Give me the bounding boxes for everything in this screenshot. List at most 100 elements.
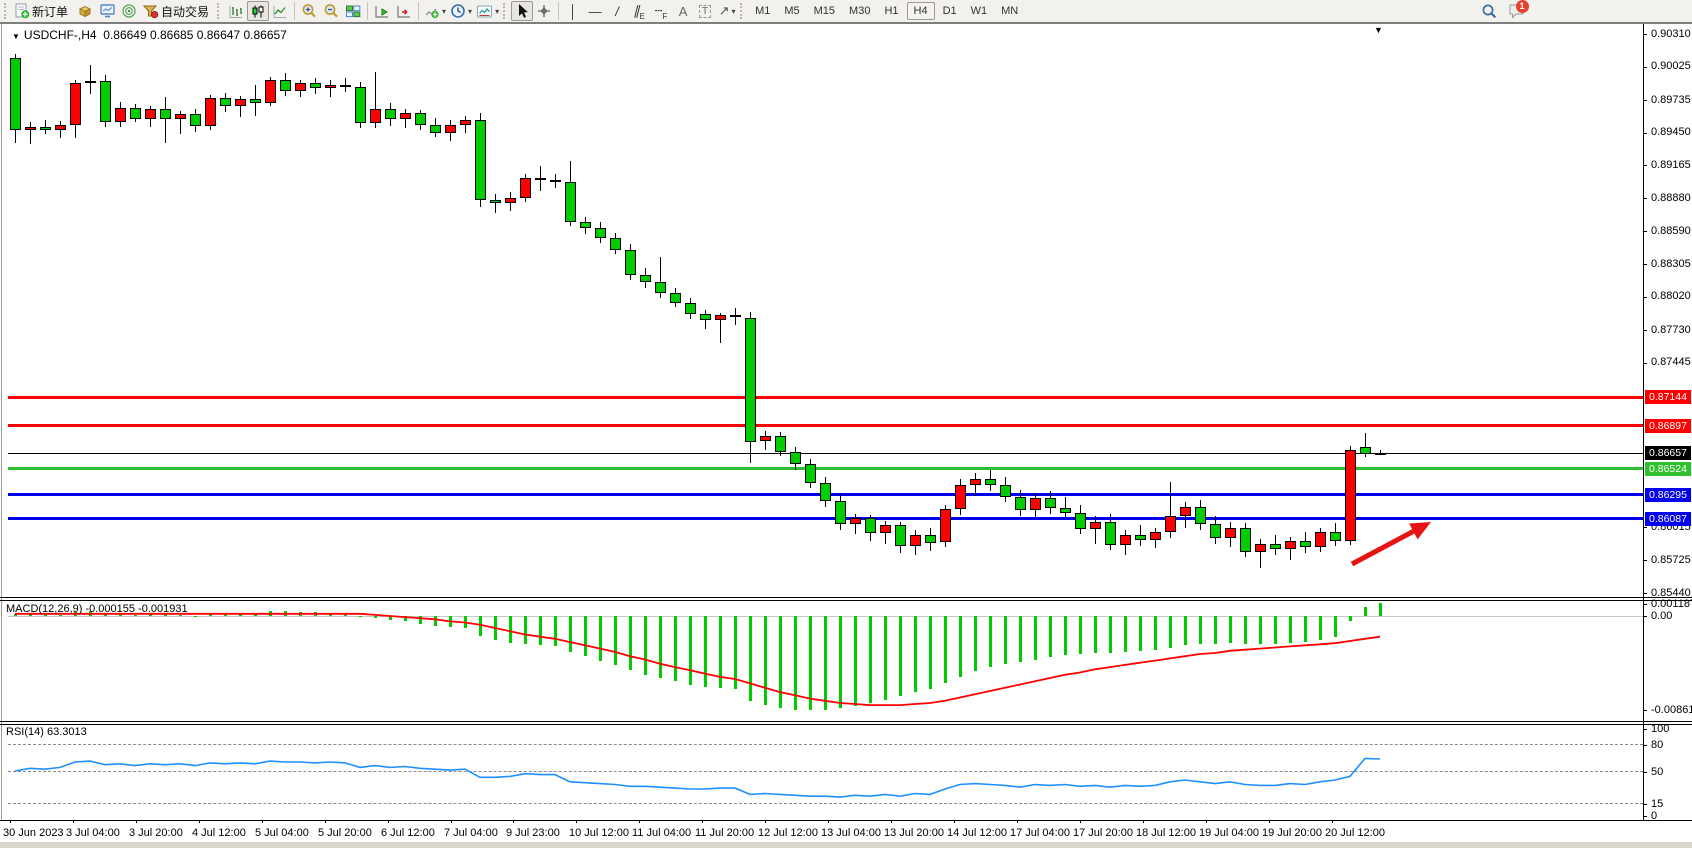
timeframe-d1[interactable]: D1 <box>942 5 957 17</box>
market-watch-button[interactable] <box>96 1 118 21</box>
rsi-level-15 <box>8 802 1643 804</box>
timeframe-mn[interactable]: MN <box>1001 5 1019 17</box>
candle <box>145 108 156 119</box>
horizontal-line-0.86897[interactable] <box>8 424 1643 428</box>
macd-histogram-bar <box>1364 607 1367 616</box>
main-chart-panel[interactable] <box>0 24 1643 597</box>
auto-trading-button[interactable]: 自动交易 <box>140 1 215 21</box>
symbol-collapse-icon[interactable]: ▼ <box>12 32 20 41</box>
price-tick-label: 0.89165 <box>1651 158 1691 171</box>
macd-histogram-bar <box>239 612 242 616</box>
signal-icon <box>121 3 137 19</box>
macd-histogram-bar <box>1034 616 1037 660</box>
time-label: 3 Jul 04:00 <box>66 827 120 839</box>
time-tick-mark <box>1332 820 1333 823</box>
macd-histogram-bar <box>479 616 482 636</box>
rsi-panel[interactable]: RSI(14) 63.3013 <box>0 724 1643 820</box>
timeframe-m15[interactable]: M15 <box>813 5 836 17</box>
vertical-line-tool[interactable]: │ <box>562 1 584 21</box>
indicators-icon <box>424 4 440 19</box>
time-axis[interactable]: 30 Jun 2023 3 Jul 04:00 3 Jul 20:00 4 Jul 1… <box>0 820 1692 848</box>
price-tick-mark <box>1643 34 1647 35</box>
candle <box>820 482 831 502</box>
templates-icon <box>476 4 493 19</box>
toolbar-grip[interactable] <box>740 3 745 19</box>
periods-button[interactable]: ▾ <box>448 1 474 21</box>
price-tick-label: 0.85725 <box>1651 553 1691 566</box>
timeframe-w1[interactable]: W1 <box>970 5 988 17</box>
toolbar-grip[interactable] <box>4 3 9 19</box>
templates-caret-icon[interactable]: ▾ <box>495 6 500 16</box>
horizontal-line-0.86087[interactable] <box>8 517 1643 521</box>
zoom-out-button[interactable] <box>320 1 342 21</box>
macd-histogram-bar <box>1124 616 1127 652</box>
panel-separator[interactable] <box>0 600 1692 601</box>
periods-caret-icon[interactable]: ▾ <box>468 6 473 16</box>
macd-histogram-bar <box>404 616 407 622</box>
timeframe-m30[interactable]: M30 <box>849 5 871 17</box>
chart-shift-button[interactable] <box>393 1 415 21</box>
symbols-button[interactable] <box>74 1 96 21</box>
toolbar-grip[interactable] <box>217 3 222 19</box>
horizontal-line-0.86524[interactable] <box>8 467 1643 471</box>
horizontal-line-tool[interactable]: — <box>584 1 606 21</box>
new-order-button[interactable]: 新订单 <box>12 1 74 21</box>
fibonacci-tool[interactable]: ┄ F <box>650 1 672 21</box>
timeframe-h4[interactable]: H4 <box>906 2 935 20</box>
arrow-tools-caret-icon[interactable]: ▾ <box>731 6 736 16</box>
time-tick-mark <box>828 820 829 823</box>
text-tool[interactable]: A <box>672 1 694 21</box>
timeframe-h1[interactable]: H1 <box>884 5 899 17</box>
zoom-in-button[interactable] <box>298 1 320 21</box>
price-axis[interactable]: 0.90310 0.90025 0.89735 0.89450 0.89165 0.888… <box>1643 24 1692 822</box>
auto-scroll-button[interactable] <box>371 1 393 21</box>
trendline-tool[interactable]: / <box>606 1 628 21</box>
candle <box>760 435 771 442</box>
panel-separator[interactable] <box>0 724 1692 725</box>
indicators-caret-icon[interactable]: ▾ <box>442 6 447 16</box>
equidistant-channel-tool[interactable]: ∥ E <box>628 1 650 21</box>
chart-shift-marker-icon[interactable]: ▼ <box>1374 25 1383 35</box>
text-label-tool[interactable]: T <box>694 1 716 21</box>
time-tick-mark <box>513 820 514 823</box>
price-tag-0.86524: 0.86524 <box>1645 461 1691 476</box>
macd-histogram-bar <box>1199 616 1202 645</box>
macd-histogram-bar <box>1109 616 1112 653</box>
macd-histogram-bar <box>209 613 212 616</box>
candlestick-chart-type-button[interactable] <box>247 1 270 21</box>
rsi-tick-label: 100 <box>1651 723 1670 735</box>
search-button[interactable] <box>1478 1 1500 21</box>
cursor-button[interactable] <box>511 1 534 21</box>
toolbar-grip[interactable] <box>503 3 508 19</box>
rsi-tick-mark <box>1643 729 1647 730</box>
horizontal-line-0.87144[interactable] <box>8 395 1643 399</box>
rsi-tick-mark <box>1643 772 1647 773</box>
indicators-button[interactable]: ▾ <box>422 1 448 21</box>
timeframe-m5[interactable]: M5 <box>784 5 800 17</box>
candle <box>25 127 36 131</box>
macd-histogram-bar <box>494 616 497 640</box>
auto-trading-label: 自动交易 <box>161 4 210 19</box>
tile-windows-button[interactable] <box>342 1 364 21</box>
line-chart-type-button[interactable] <box>269 1 291 21</box>
panel-separator[interactable] <box>0 597 1692 598</box>
bar-chart-icon <box>228 4 244 19</box>
horizontal-line-0.86657[interactable] <box>8 452 1643 454</box>
macd-histogram-bar <box>659 616 662 678</box>
macd-panel[interactable]: MACD(12,26,9) -0.000155 -0.001931 <box>0 601 1643 721</box>
macd-histogram-bar <box>1094 616 1097 653</box>
candle-wick <box>1095 516 1096 544</box>
vertical-line-icon: │ <box>569 3 578 19</box>
signals-button[interactable] <box>118 1 140 21</box>
timeframe-m1[interactable]: M1 <box>755 5 771 17</box>
time-tick-mark <box>199 820 200 823</box>
arrow-tools-button[interactable]: ↗ ▾ <box>716 1 738 21</box>
channel-icon: ∥ <box>633 3 640 18</box>
bar-chart-type-button[interactable] <box>225 1 247 21</box>
auto-trading-icon <box>142 3 159 19</box>
macd-histogram-bar <box>284 610 287 616</box>
crosshair-button[interactable] <box>533 1 555 21</box>
templates-button[interactable]: ▾ <box>474 1 501 21</box>
panel-separator[interactable] <box>0 721 1692 722</box>
notifications-button[interactable]: 1 <box>1506 0 1529 21</box>
